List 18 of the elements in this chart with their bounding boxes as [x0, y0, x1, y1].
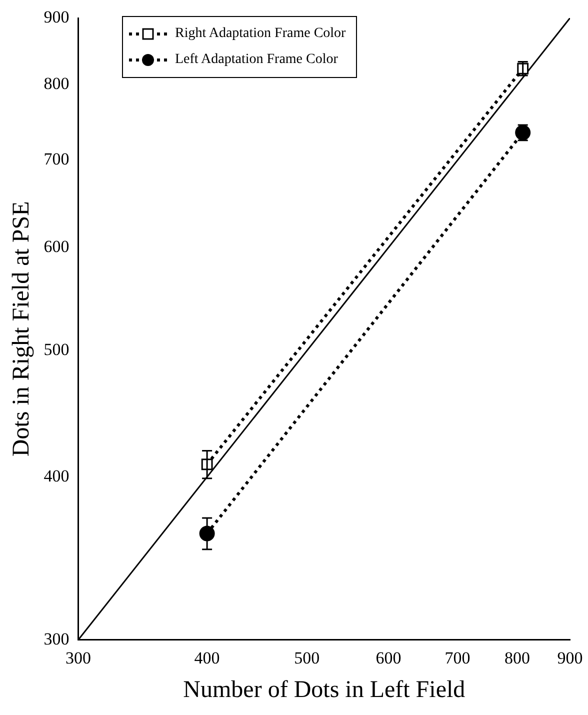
y-tick-label: 700: [44, 150, 70, 169]
y-tick-label: 400: [44, 466, 70, 486]
y-tick-label: 800: [44, 74, 70, 94]
y-tick-label: 900: [44, 7, 70, 26]
y-tick-label: 600: [44, 236, 70, 256]
x-tick-label: 600: [376, 648, 402, 668]
x-tick-label: 500: [294, 648, 320, 668]
x-tick-label: 400: [194, 648, 220, 668]
x-tick-label: 300: [66, 648, 92, 668]
x-axis-title: Number of Dots in Left Field: [183, 676, 466, 703]
legend-label: Right Adaptation Frame Color: [175, 26, 346, 42]
x-tick-label: 700: [444, 648, 470, 668]
y-tick-label: 500: [44, 340, 70, 360]
legend-label: Left Adaptation Frame Color: [175, 52, 338, 68]
x-tick-label: 800: [504, 648, 530, 668]
y-tick-label: 300: [44, 629, 70, 648]
x-tick-label: 900: [557, 648, 583, 668]
y-axis-title: Dots in Right Field at PSE: [8, 201, 35, 457]
